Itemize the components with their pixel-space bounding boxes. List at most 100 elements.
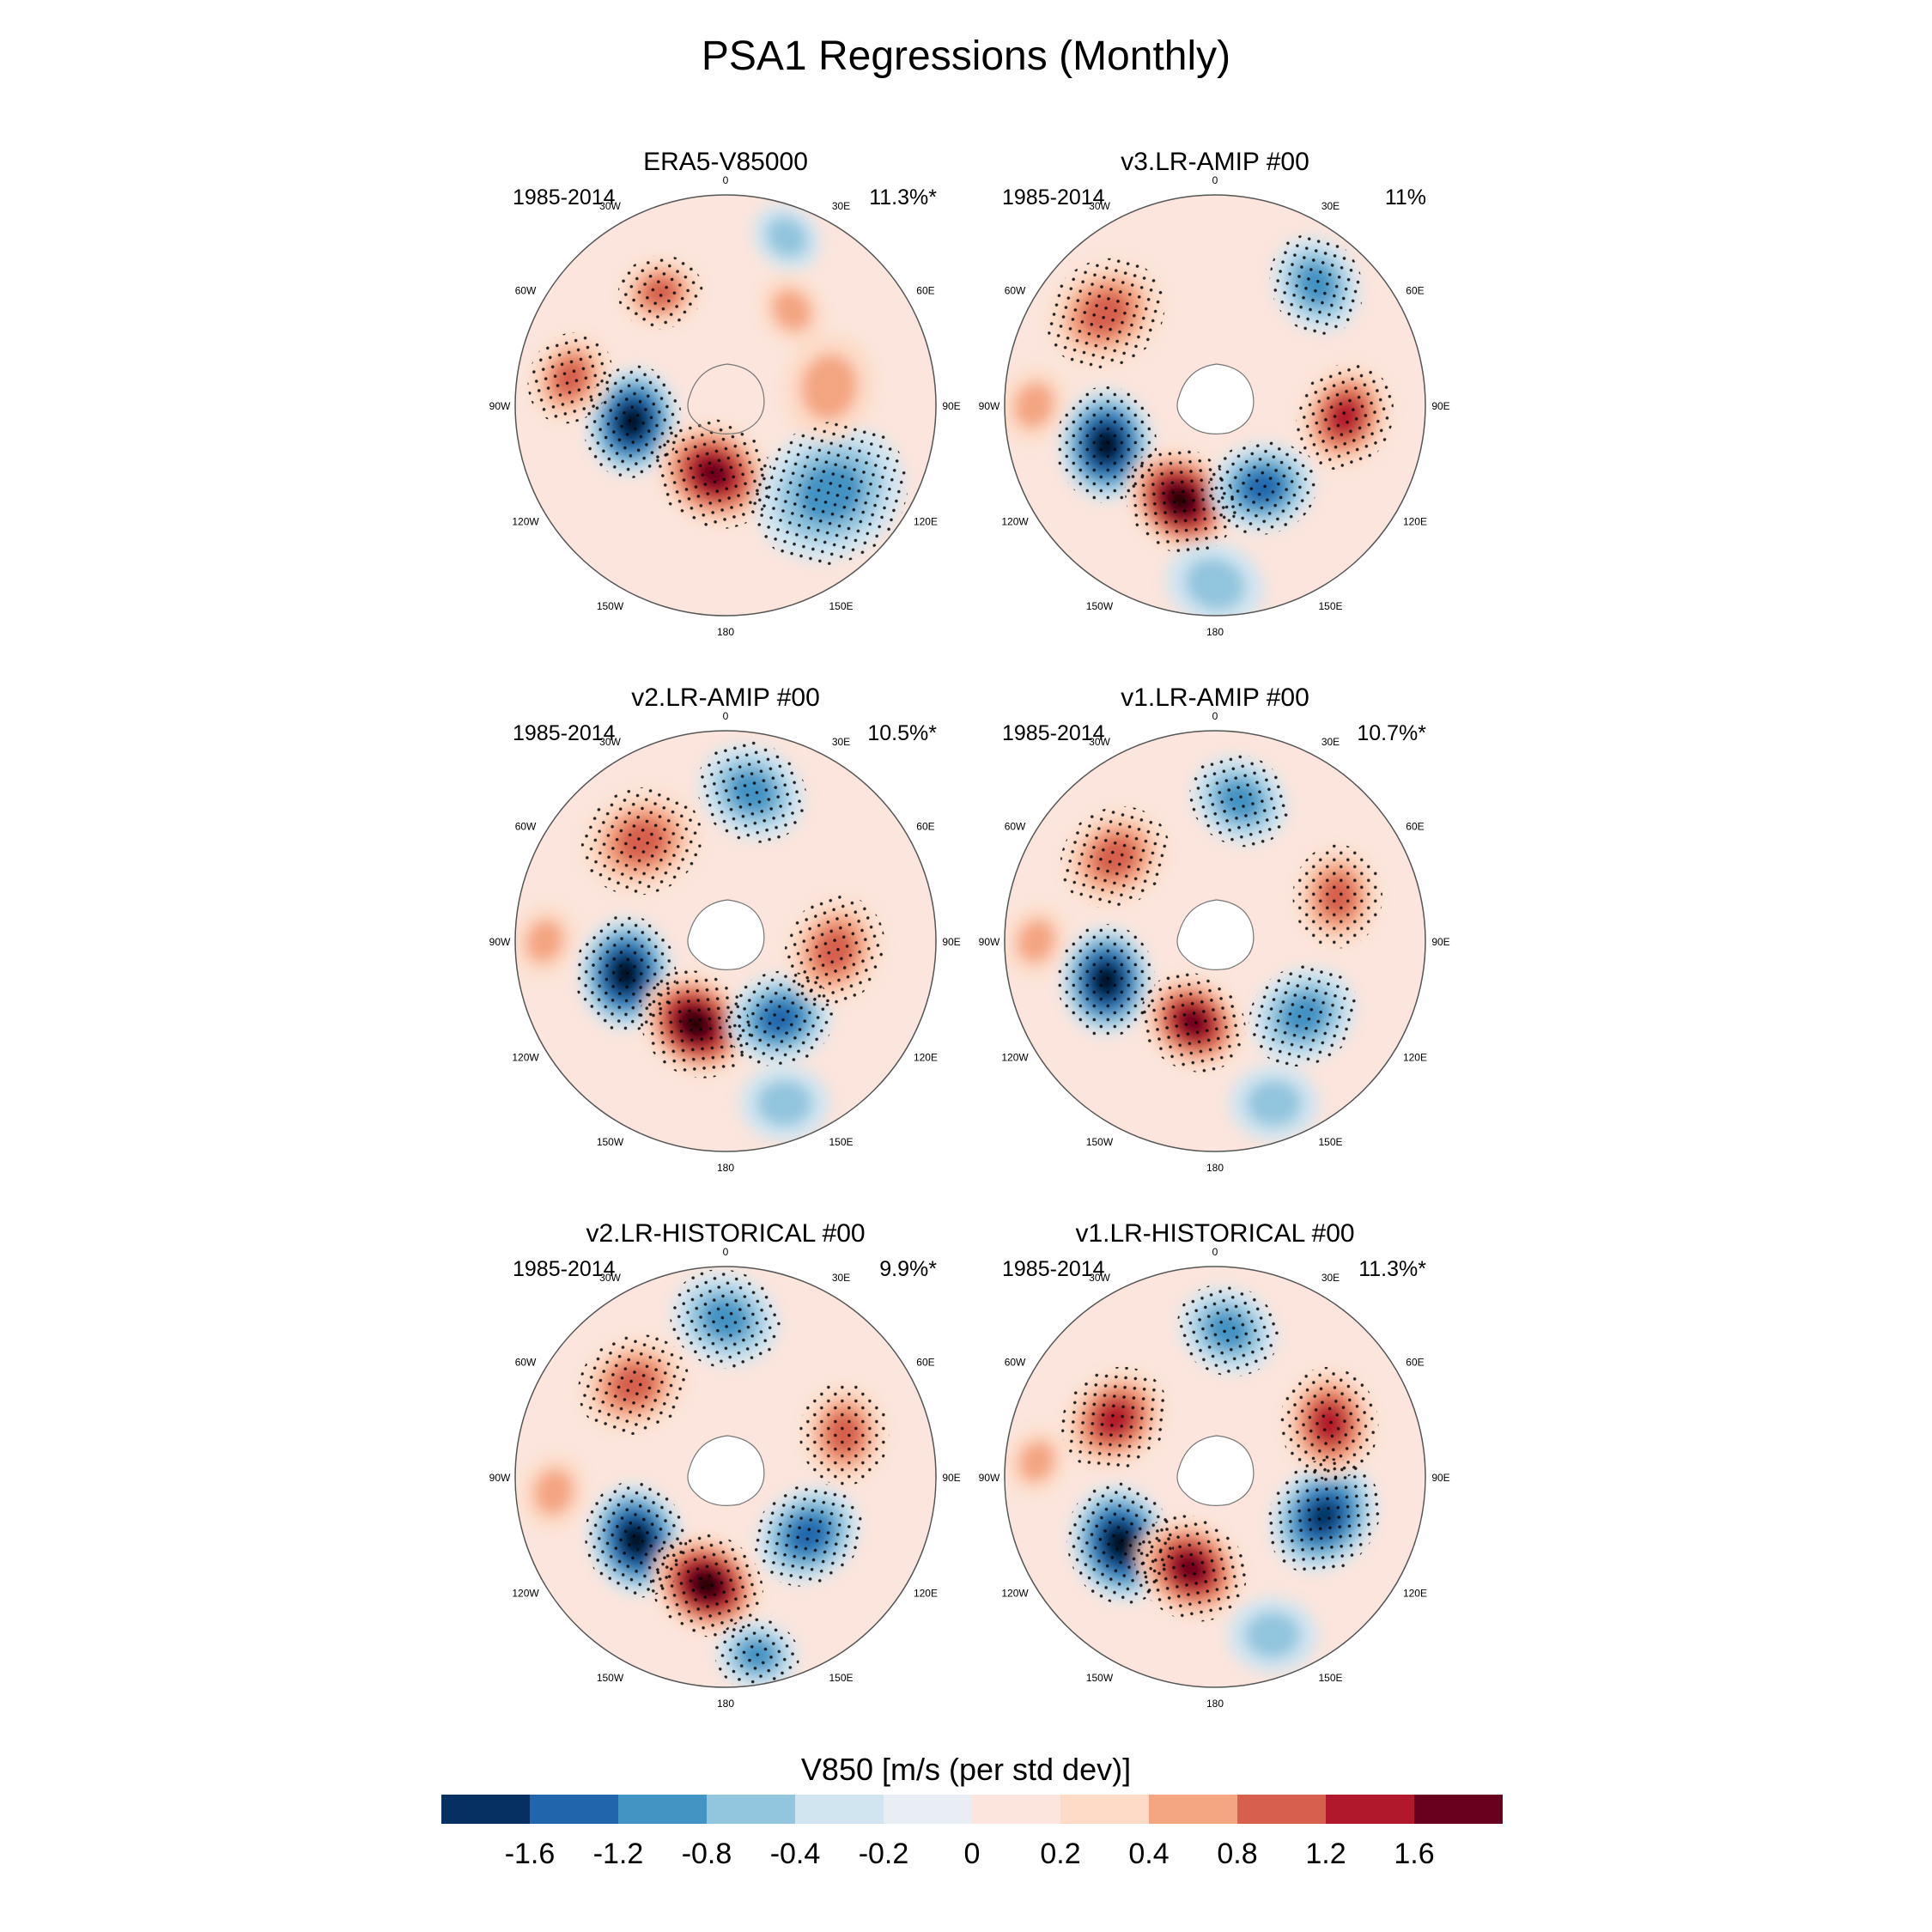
polar-map: 0 30E 60E 90E 120E 150E 180 150W 120W 90W 60W 30W [979,174,1450,637]
panel-variance-percent: 11% [1384,185,1426,210]
significance-stipple [653,418,774,529]
significance-stipple [649,1532,763,1637]
positive-anomaly [1018,1440,1055,1482]
longitude-label: 60E [916,285,934,297]
longitude-label: 150E [1318,600,1342,612]
longitude-label: 60W [1005,821,1026,833]
longitude-label: 30E [1321,736,1340,748]
polar-map: 0 30E 60E 90E 120E 150E 180 150W 120W 90W 60W 30W [979,710,1450,1173]
positive-anomaly [533,1468,574,1516]
map-boundary [1004,1266,1426,1688]
colorbar-tick-label: -1.2 [593,1838,644,1870]
longitude-label: 30W [599,1272,621,1284]
significance-stipple [714,1618,799,1687]
longitude-label: 180 [1206,1162,1224,1173]
map-boundary [514,194,937,617]
panel-period: 1985-2014 [513,185,616,210]
colorbar-tick-label: 0.4 [1128,1838,1169,1870]
longitude-label: 0 [1212,1246,1218,1258]
antarctica-landmask [687,363,765,434]
map-panel: 0 30E 60E 90E 120E 150E 180 150W 120W 90W 60W 30W v… [975,1219,1455,1709]
antarctica-landmask [1176,363,1255,434]
longitude-label: 90W [489,1472,511,1484]
colorbar-swatch [1414,1795,1503,1824]
longitude-label: 150W [1086,600,1114,612]
longitude-label: 0 [723,1246,729,1258]
colorbar-swatch [972,1795,1061,1824]
positive-anomaly [800,354,858,421]
longitude-label: 60E [1406,1357,1424,1369]
significance-stipple [1269,234,1364,335]
longitude-label: 90E [1431,400,1449,412]
longitude-label: 150W [597,1136,624,1148]
longitude-label: 60E [1406,821,1424,833]
panel-period: 1985-2014 [1002,721,1105,745]
longitude-label: 60W [515,1357,537,1369]
polar-map: 0 30E 60E 90E 120E 150E 180 150W 120W 90W 60W 30W [489,1246,961,1709]
longitude-label: 30E [1321,1272,1340,1284]
longitude-label: 180 [1206,1698,1224,1709]
panel-variance-percent: 10.5%* [867,721,937,745]
longitude-label: 90W [489,400,511,412]
longitude-label: 150E [829,1136,853,1148]
significance-stipple [1060,805,1170,908]
negative-anomaly [1185,557,1245,611]
longitude-label: 30E [832,200,850,212]
longitude-label: 180 [717,626,734,637]
colorbar-tick-label: -1.6 [505,1838,556,1870]
negative-anomaly [1246,1079,1303,1127]
longitude-label: 30W [599,200,621,212]
longitude-label: 0 [723,710,729,722]
longitude-label: 90W [979,1472,1000,1484]
significance-stipple [752,421,908,566]
significance-stipple [1140,972,1246,1072]
colorbar-swatch [1060,1795,1150,1824]
colorbar-swatch [1149,1795,1238,1824]
significance-stipple [1280,1366,1379,1480]
longitude-label: 90W [489,936,511,948]
antarctica-landmask [687,1435,765,1506]
longitude-label: 30W [1089,736,1110,748]
colorbar-swatch [795,1795,884,1824]
longitude-label: 120W [1001,1052,1029,1064]
colorbar-swatch [707,1795,796,1824]
significance-stipple [696,740,807,843]
significance-stipple [1046,258,1165,369]
longitude-label: 120E [914,1588,938,1600]
longitude-label: 30W [1089,1272,1110,1284]
significance-stipple [578,1334,690,1436]
longitude-label: 90E [1431,1472,1449,1484]
significance-stipple [580,787,702,896]
significance-stipple [669,1269,782,1370]
longitude-label: 30E [832,1272,850,1284]
significance-stipple [527,331,613,424]
significance-stipple [1189,753,1291,848]
significance-stipple [784,895,885,1006]
map-boundary [514,1266,937,1688]
significance-stipple [1057,924,1156,1038]
polar-map: 0 30E 60E 90E 120E 150E 180 150W 120W 90W 60W 30W [489,710,961,1173]
longitude-label: 150W [1086,1136,1114,1148]
longitude-label: 90E [942,936,960,948]
significance-stipple [1176,1284,1279,1376]
longitude-label: 150W [597,1672,624,1684]
colorbar-tick-label: 0 [964,1838,981,1870]
panel-title: v1.LR-AMIP #00 [1121,683,1309,712]
longitude-label: 60E [916,1357,934,1369]
colorbar-tick-label: 0.2 [1040,1838,1080,1870]
positive-anomaly [526,919,564,963]
longitude-label: 120W [1001,1588,1029,1600]
longitude-label: 60W [515,821,537,833]
map-panel: 0 30E 60E 90E 120E 150E 180 150W 120W 90W 60W 30W v… [975,683,1455,1173]
longitude-label: 180 [717,1698,734,1709]
longitude-label: 120W [512,1588,539,1600]
colorbar-swatch [1326,1795,1415,1824]
significance-stipple [1207,440,1317,535]
panel-variance-percent: 11.3%* [869,185,937,210]
longitude-label: 120W [1001,516,1029,528]
panel-title: v3.LR-AMIP #00 [1121,148,1309,176]
negative-anomaly [1244,1612,1301,1659]
significance-stipple [640,969,751,1078]
longitude-label: 180 [1206,626,1224,637]
longitude-label: 150E [1318,1672,1342,1684]
